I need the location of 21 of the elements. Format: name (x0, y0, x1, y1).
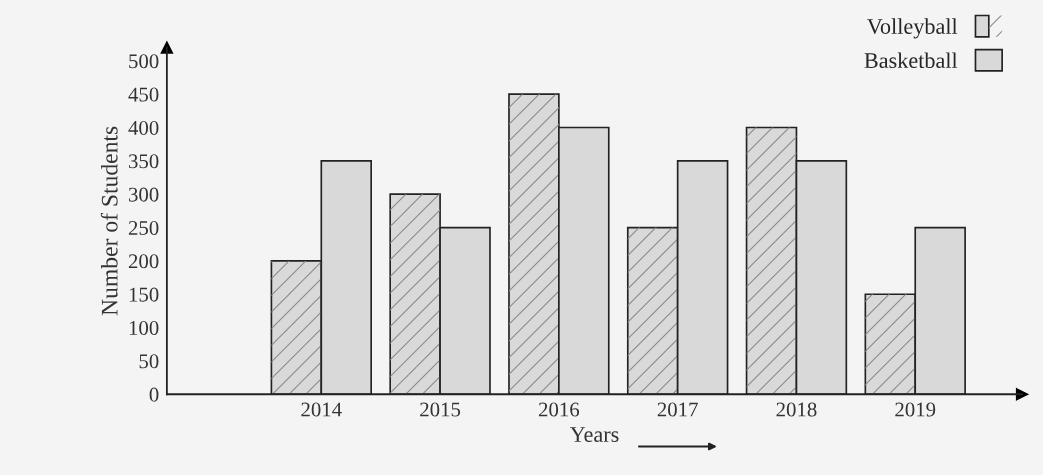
x-tick-label: 2016 (538, 402, 580, 417)
x-tick-label: 2019 (895, 402, 936, 417)
x-tick-label: 2018 (776, 402, 817, 417)
y-tick-label: 500 (129, 54, 159, 69)
y-axis-title: Number of Students (100, 126, 118, 316)
x-tick-label: 2015 (420, 402, 461, 417)
y-tick-label: 250 (128, 220, 159, 235)
y-tick-label: 350 (128, 154, 159, 169)
y-tick-label: 0 (149, 387, 159, 402)
y-tick-label: 150 (129, 287, 159, 302)
legend-label: Volleyball (867, 18, 958, 39)
y-tick-label: 400 (128, 120, 159, 135)
x-axis-title: Years (569, 427, 619, 442)
x-tick-label: 2014 (301, 402, 342, 417)
x-tick-label: 2017 (657, 402, 698, 417)
y-tick-label: 200 (128, 254, 159, 269)
legend-label: Basketball (864, 52, 958, 69)
y-tick-label: 300 (128, 187, 159, 202)
y-tick-label: 450 (128, 87, 159, 102)
y-tick-label: 50 (139, 354, 159, 369)
y-tick-label: 100 (129, 320, 159, 335)
